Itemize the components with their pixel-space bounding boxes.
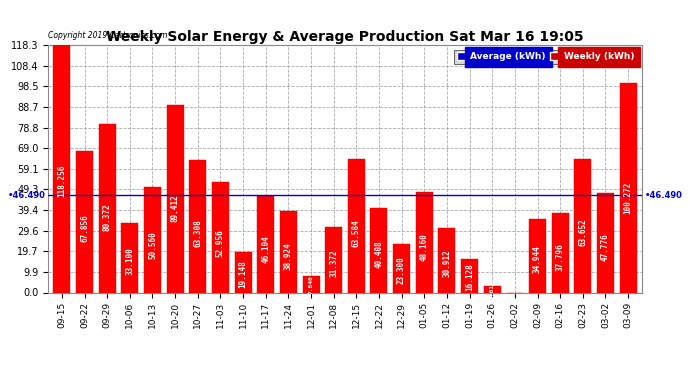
Bar <box>552 213 569 292</box>
Text: •46.490: •46.490 <box>644 191 682 200</box>
Bar <box>597 192 614 292</box>
Bar <box>325 227 342 292</box>
Title: Weekly Solar Energy & Average Production Sat Mar 16 19:05: Weekly Solar Energy & Average Production… <box>106 30 584 44</box>
Text: 63.652: 63.652 <box>578 219 587 246</box>
Text: 7.840: 7.840 <box>308 276 313 294</box>
Bar <box>121 223 138 292</box>
Text: 31.372: 31.372 <box>329 249 338 277</box>
Text: 118.256: 118.256 <box>57 165 66 197</box>
Bar <box>348 159 365 292</box>
Text: 80.372: 80.372 <box>103 203 112 231</box>
Text: 30.912: 30.912 <box>442 249 451 277</box>
Text: 46.104: 46.104 <box>262 235 270 263</box>
Bar <box>212 182 229 292</box>
Bar <box>144 187 161 292</box>
Bar <box>620 83 637 292</box>
Bar <box>280 211 297 292</box>
Bar <box>76 150 93 292</box>
Text: 47.776: 47.776 <box>601 234 610 261</box>
Bar <box>302 276 319 292</box>
Bar <box>574 159 591 292</box>
Text: 23.300: 23.300 <box>397 257 406 285</box>
Text: 63.308: 63.308 <box>193 219 202 247</box>
Text: 38.924: 38.924 <box>284 242 293 270</box>
Text: Copyright 2019 Cartronics.com: Copyright 2019 Cartronics.com <box>48 31 168 40</box>
Bar <box>99 124 116 292</box>
Text: •46.490: •46.490 <box>8 191 46 200</box>
Bar <box>167 105 184 292</box>
Text: 48.160: 48.160 <box>420 233 428 261</box>
Bar <box>371 208 388 292</box>
Text: 89.412: 89.412 <box>170 195 179 222</box>
Bar <box>235 252 252 292</box>
Text: 19.148: 19.148 <box>239 261 248 288</box>
Bar <box>416 192 433 292</box>
Text: 16.128: 16.128 <box>465 264 474 291</box>
Text: 33.100: 33.100 <box>126 248 135 275</box>
Bar <box>484 286 501 292</box>
Bar <box>257 196 274 292</box>
Bar <box>461 259 478 292</box>
Text: 34.944: 34.944 <box>533 246 542 273</box>
Text: 100.272: 100.272 <box>624 182 633 214</box>
Bar <box>393 244 410 292</box>
Text: 52.956: 52.956 <box>216 229 225 256</box>
Text: 37.796: 37.796 <box>555 243 564 271</box>
Text: 40.408: 40.408 <box>375 241 384 268</box>
Bar <box>438 228 455 292</box>
Text: 63.584: 63.584 <box>352 219 361 246</box>
Bar <box>189 160 206 292</box>
Legend: Average (kWh), Weekly (kWh): Average (kWh), Weekly (kWh) <box>454 50 637 64</box>
Text: 67.856: 67.856 <box>80 215 89 243</box>
Bar <box>53 45 70 292</box>
Text: 50.560: 50.560 <box>148 231 157 259</box>
Text: 3.012: 3.012 <box>490 280 495 299</box>
Bar <box>529 219 546 292</box>
